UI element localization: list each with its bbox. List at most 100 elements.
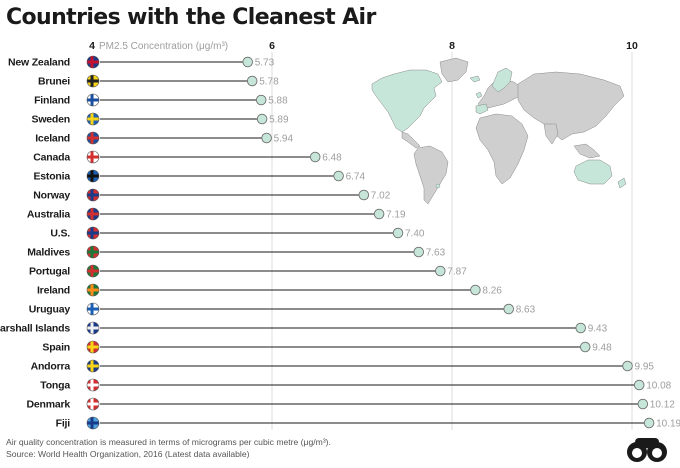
flag-ring [86, 55, 100, 69]
lollipop-dot [633, 379, 645, 391]
map-ireland [475, 91, 483, 99]
flag-icon [87, 322, 99, 334]
lollipop-dot [256, 113, 268, 125]
value-label: 5.94 [274, 134, 294, 145]
value-label: 8.26 [482, 286, 502, 297]
map-iceland [469, 75, 481, 83]
flag-ring [86, 226, 100, 240]
flag-icon [87, 170, 99, 182]
value-label: 6.48 [322, 153, 342, 164]
value-label: 9.43 [588, 324, 608, 335]
row-uruguay: Uruguay 8.63 [29, 302, 536, 316]
category-label: Estonia [33, 171, 70, 183]
category-label: Denmark [26, 399, 70, 411]
flag-ring [86, 93, 100, 107]
row-brunei: Brunei 5.78 [38, 74, 279, 88]
lollipop-dot [242, 56, 253, 68]
row-denmark: Denmark 10.12 [26, 397, 675, 411]
x-axis-title: PM2.5 Concentration (μg/m³) [99, 41, 228, 52]
flag-ring [86, 302, 100, 316]
row-estonia: Estonia 6.74 [33, 169, 366, 183]
flag-ring [86, 245, 100, 259]
lollipop-dot [373, 208, 385, 220]
flag-stripe-v [90, 170, 94, 182]
lollipop-dot [637, 398, 649, 410]
flag-ring [86, 207, 100, 221]
flag-icon [87, 113, 99, 125]
row-ireland: Ireland 8.26 [37, 283, 502, 297]
flag-icon [87, 360, 99, 372]
map-iberia [475, 103, 489, 115]
lollipop-dot [392, 227, 404, 239]
flag-stripe-v [90, 75, 94, 87]
map-south-america [413, 145, 449, 205]
row-canada: Canada 6.48 [33, 150, 342, 164]
row-australia: Australia 7.19 [27, 207, 406, 221]
flag-ring [86, 264, 100, 278]
map-new-zealand [617, 177, 627, 189]
binoculars-icon [627, 438, 667, 462]
lollipop-dot [643, 417, 655, 429]
value-label: 8.63 [516, 305, 536, 316]
value-label: 5.89 [269, 115, 289, 126]
x-tick-label-8: 8 [449, 40, 455, 52]
value-label: 10.08 [646, 381, 671, 392]
category-label: Maldives [27, 247, 70, 259]
flag-stripe-v [90, 151, 94, 163]
flag-ring [86, 378, 100, 392]
map-se-asia [573, 143, 601, 159]
lollipop-dot [503, 303, 514, 315]
value-label: 5.88 [268, 96, 288, 107]
footer-note: Air quality concentration is measured in… [6, 437, 331, 447]
flag-stripe-v [90, 360, 94, 372]
flag-stripe-v [90, 379, 94, 391]
flag-stripe-v [90, 265, 94, 277]
category-label: Spain [42, 342, 70, 354]
flag-icon [87, 284, 99, 296]
footer: Air quality concentration is measured in… [6, 436, 331, 460]
value-label: 7.02 [371, 191, 391, 202]
flag-ring [86, 112, 100, 126]
flag-icon [87, 75, 99, 87]
flag-icon [87, 151, 99, 163]
x-tick-label-6: 6 [269, 40, 275, 52]
category-label: Sweden [32, 114, 70, 126]
row-spain: Spain 9.48 [42, 340, 612, 354]
flag-ring [86, 340, 100, 354]
flag-icon [87, 417, 99, 429]
value-label: 5.73 [255, 58, 275, 69]
map-india [543, 123, 559, 145]
lollipop-dot [413, 246, 424, 258]
flag-ring [86, 188, 100, 202]
flag-stripe-v [90, 341, 94, 353]
x-tick-label-10: 10 [626, 40, 638, 52]
map-scandinavia [491, 67, 513, 93]
value-label: 10.19 [656, 419, 680, 430]
row-tonga: Tonga 10.08 [40, 378, 672, 392]
map-central-america [401, 131, 421, 149]
value-label: 6.74 [346, 172, 366, 183]
row-norway: Norway 7.02 [33, 188, 391, 202]
category-label: Andorra [31, 361, 71, 373]
flag-icon [87, 341, 99, 353]
flag-ring [86, 397, 100, 411]
flag-icon [87, 94, 99, 106]
row-finland: Finland 5.88 [34, 93, 288, 107]
row-new-zealand: New Zealand 5.73 [8, 55, 275, 69]
lollipop-dot [309, 151, 321, 163]
lollipop-dot [333, 170, 344, 182]
map-asia [517, 71, 625, 141]
flag-stripe-v [90, 246, 94, 258]
value-label: 7.87 [447, 267, 467, 278]
row-portugal: Portugal 7.87 [29, 264, 467, 278]
flag-icon [87, 246, 99, 258]
flag-icon [87, 379, 99, 391]
flag-icon [87, 189, 99, 201]
lollipop-dot [435, 265, 446, 277]
flag-icon [87, 265, 99, 277]
value-label: 5.78 [259, 77, 279, 88]
flag-icon [87, 132, 99, 144]
flag-ring [86, 283, 100, 297]
row-marshall-islands: Marshall Islands 9.43 [0, 321, 608, 335]
